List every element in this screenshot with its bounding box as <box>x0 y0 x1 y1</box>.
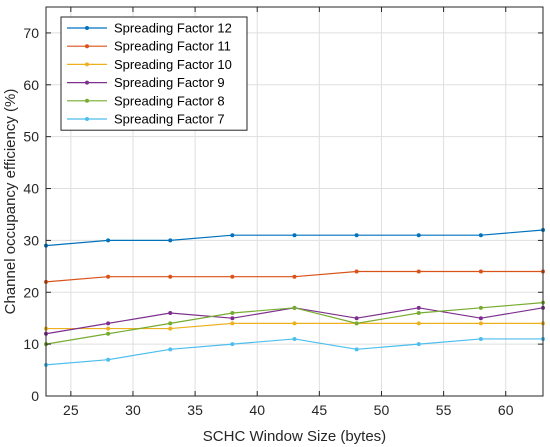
x-tick-label: 40 <box>249 402 265 418</box>
x-tick-label: 25 <box>63 402 79 418</box>
x-tick-label: 35 <box>187 402 203 418</box>
legend-marker <box>85 44 89 49</box>
y-tick-label: 20 <box>23 284 39 300</box>
y-tick-label: 70 <box>23 25 39 41</box>
data-point <box>168 347 173 352</box>
data-point <box>230 321 235 326</box>
axes <box>45 6 544 397</box>
data-point <box>106 238 111 243</box>
data-point <box>478 305 483 310</box>
data-point <box>354 321 359 326</box>
data-point <box>416 321 421 326</box>
data-point <box>478 321 483 326</box>
data-point <box>168 274 173 279</box>
data-point <box>106 331 111 336</box>
legend-marker <box>85 80 89 85</box>
x-tick-label: 50 <box>374 402 390 418</box>
y-tick-label: 0 <box>31 388 39 404</box>
data-point <box>230 233 235 238</box>
data-point <box>478 316 483 321</box>
x-tick-label: 55 <box>436 402 452 418</box>
data-point <box>354 316 359 321</box>
series-lines <box>44 228 545 367</box>
data-point <box>478 269 483 274</box>
data-point <box>416 269 421 274</box>
legend-label: Spreading Factor 11 <box>114 39 231 54</box>
tick-labels: 25 30 35 40 45 50 55 60 0 10 20 30 40 50 60 70 <box>23 25 513 418</box>
data-point <box>292 336 297 341</box>
x-tick-label: 30 <box>125 402 141 418</box>
data-point <box>416 233 421 238</box>
data-point <box>230 342 235 347</box>
legend-marker <box>85 62 89 67</box>
data-point <box>478 233 483 238</box>
legend-label: Spreading Factor 8 <box>114 93 225 108</box>
data-point <box>354 269 359 274</box>
y-tick-label: 10 <box>23 336 39 352</box>
data-point <box>168 321 173 326</box>
legend-label: Spreading Factor 7 <box>114 112 225 127</box>
legend-marker <box>85 98 89 103</box>
data-point <box>168 311 173 316</box>
data-point <box>416 305 421 310</box>
y-tick-label: 50 <box>23 129 39 145</box>
plot-frame <box>45 6 544 397</box>
data-point <box>106 321 111 326</box>
y-tick-label: 40 <box>23 181 39 197</box>
data-point <box>354 233 359 238</box>
data-point <box>292 321 297 326</box>
legend-label: Spreading Factor 10 <box>114 57 232 72</box>
y-tick-label: 30 <box>23 232 39 248</box>
data-point <box>478 336 483 341</box>
legend-label: Spreading Factor 9 <box>114 75 225 90</box>
data-point <box>354 347 359 352</box>
y-tick-label: 60 <box>23 77 39 93</box>
data-point <box>230 316 235 321</box>
data-point <box>230 311 235 316</box>
data-point <box>230 274 235 279</box>
data-point <box>168 326 173 331</box>
data-point <box>416 311 421 316</box>
x-tick-label: 45 <box>312 402 328 418</box>
x-tick-label: 60 <box>498 402 514 418</box>
legend-label: Spreading Factor 12 <box>114 21 232 36</box>
data-point <box>106 357 111 362</box>
x-axis-label: SCHC Window Size (bytes) <box>203 428 386 445</box>
legend: Spreading Factor 12 Spreading Factor 11 Sp… <box>60 16 248 131</box>
legend-box <box>60 16 248 131</box>
data-point <box>416 342 421 347</box>
data-point <box>292 274 297 279</box>
legend-marker <box>85 26 89 30</box>
y-axis-label: Channel occupancy efficiency (%) <box>2 89 19 315</box>
data-point <box>292 233 297 238</box>
data-point <box>292 305 297 310</box>
data-point <box>106 326 111 331</box>
data-point <box>168 238 173 243</box>
legend-marker <box>85 117 89 121</box>
data-point <box>106 274 111 279</box>
